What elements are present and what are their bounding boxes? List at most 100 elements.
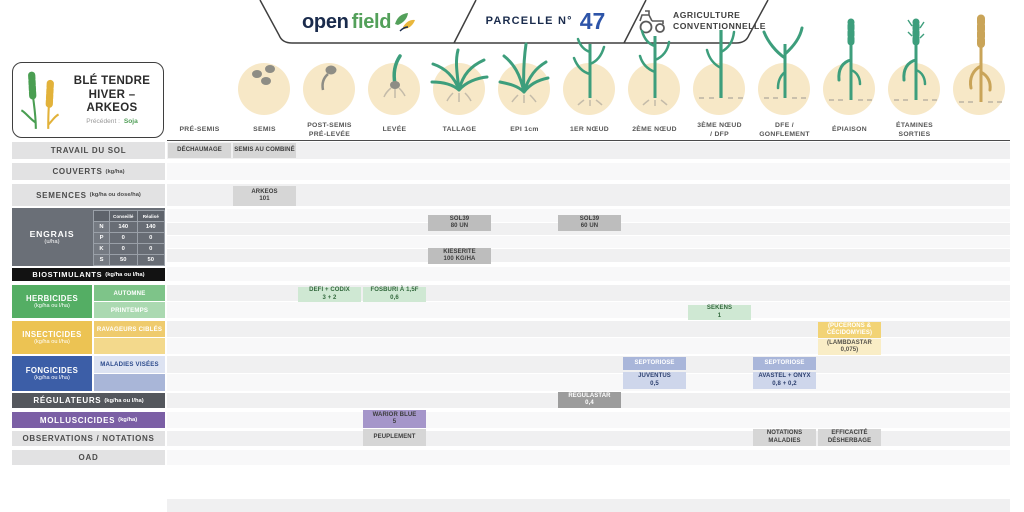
- grid-row-band: [167, 338, 1010, 354]
- operation-cell-herb1: DEFI + CODIX 3 + 2: [298, 287, 361, 302]
- stage-circle: [888, 63, 940, 115]
- row-label-biostimulants: BIOSTIMULANTS (kg/ha ou l/ha): [12, 268, 165, 281]
- growth-stage-epi1cm: EPI 1cm: [492, 18, 557, 140]
- grid-row-band: [167, 184, 1010, 206]
- grid-row-band: [167, 374, 1010, 391]
- grid-row-band: [167, 285, 1010, 301]
- row-label-insecticides: INSECTICIDES (kg/ha ou l/ha) RAVAGEURS C…: [12, 321, 165, 354]
- agriculture-badge: AGRICULTURE CONVENTIONNELLE: [634, 0, 769, 42]
- growth-stage-stem2: 2ÈME NŒUD: [622, 18, 687, 140]
- stage-label: ÉPIAISON: [832, 126, 867, 134]
- operation-cell-obs: PEUPLEMENT: [363, 429, 426, 446]
- mature-plant-icon: [959, 14, 1002, 103]
- sublabel-printemps: PRINTEMPS: [94, 302, 165, 318]
- grid-row-band: [167, 321, 1010, 337]
- growth-stage-seeds: SEMIS: [232, 18, 297, 140]
- operation-cell-herb1: FOSBURI À 1,5F 0,6: [363, 287, 426, 302]
- operation-cell-fong1: SEPTORIOSE: [623, 357, 686, 370]
- grid-row-band: [167, 302, 1010, 318]
- growth-stage-mature: [947, 14, 1012, 140]
- sublabel-automne: AUTOMNE: [94, 285, 165, 301]
- engrais-col-conseille: Conseillé: [110, 211, 137, 221]
- stage-circle: [953, 63, 1005, 115]
- growth-stage-germination: POST-SEMIS PRÉ-LEVÉE: [297, 18, 362, 140]
- openfield-logo: open field: [302, 8, 416, 36]
- stem3-plant-icon: [699, 30, 743, 99]
- operation-cell-travail: DÉCHAUMAGE: [168, 143, 231, 158]
- operation-cell-engrais_n: SOL39 60 UN: [558, 215, 621, 231]
- operation-cell-engrais_s: KIESERITE 100 KG/HA: [428, 248, 491, 264]
- grid-row-band: [167, 431, 1010, 446]
- growth-stage-sprout: LEVÉE: [362, 18, 427, 140]
- seeds-plant-icon: [252, 65, 275, 85]
- crop-card: BLÉ TENDRE HIVER – ARKEOS Précédent : So…: [12, 62, 164, 138]
- grid-row-band: [167, 450, 1010, 465]
- row-label-fongicides: FONGICIDES (kg/ha ou l/ha) MALADIES VISÉ…: [12, 356, 165, 391]
- stage-label: EPI 1cm: [510, 126, 539, 134]
- operation-cell-fong2: AVASTEL + ONYX 0,8 + 0,2: [753, 372, 816, 389]
- operation-cell-fong2: JUVENTUS 0,5: [623, 372, 686, 389]
- operation-cell-mollusc: WARIOR BLUE 5: [363, 410, 426, 428]
- growth-stage-flagleaf: DFE / GONFLEMENT: [752, 18, 817, 140]
- operation-cell-insect2: (LAMBDASTAR 0,075): [818, 339, 881, 355]
- row-label-regulateurs: RÉGULATEURS (kg/ha ou l/ha): [12, 393, 165, 408]
- operation-cell-obs: NOTATIONS MALADIES: [753, 429, 816, 446]
- growth-stage-tillering: TALLAGE: [427, 18, 492, 140]
- row-label-travail-du-sol: TRAVAIL DU SOL: [12, 142, 165, 159]
- logo-text-open: open: [302, 10, 349, 33]
- stage-circle: [238, 63, 290, 115]
- row-label-herbicides: HERBICIDES (kg/ha ou l/ha) AUTOMNE PRINT…: [12, 285, 165, 318]
- leaf-icon: [395, 13, 416, 32]
- stage-circle: [823, 63, 875, 115]
- previous-crop: Précédent : Soja: [86, 117, 138, 125]
- growth-stage-stem1: 1ER NŒUD: [557, 18, 622, 140]
- grid-row-band: [167, 249, 1010, 262]
- row-label-semences: SEMENCES (kg/ha ou dose/ha): [12, 184, 165, 206]
- grid-row-band: [167, 142, 1010, 159]
- operation-cell-insect1: (PUCERONS & CÉCIDOMYIES): [818, 322, 881, 338]
- stage-label: ÉTAMINES SORTIES: [895, 121, 933, 138]
- row-label-couverts: COUVERTS (kg/ha): [12, 163, 165, 180]
- parcelle-label: PARCELLE N°: [485, 15, 573, 27]
- growth-stage-stem3: 3ÈME NŒUD / DFP: [687, 18, 752, 140]
- stage-label: 3ÈME NŒUD / DFP: [697, 121, 742, 138]
- operation-cell-travail: SEMIS AU COMBINÉ: [233, 143, 296, 158]
- grid-row-band: [167, 267, 1010, 281]
- operation-cell-engrais_n: SOL39 80 UN: [428, 215, 491, 231]
- engrais-col-realise: Réalisé: [137, 211, 164, 221]
- epi1cm-plant-icon: [498, 42, 550, 103]
- wheat-icon: [20, 71, 60, 129]
- stage-label: PRÉ-SEMIS: [179, 126, 220, 134]
- agriculture-label: AGRICULTURE CONVENTIONNELLE: [673, 9, 766, 31]
- row-label-oad: OAD: [12, 450, 165, 465]
- stage-label: LEVÉE: [382, 126, 407, 134]
- logo-text-field: field: [351, 10, 392, 33]
- tractor-icon: [639, 10, 665, 34]
- sprout-plant-icon: [383, 54, 406, 98]
- header-banner-outline: [259, 0, 769, 44]
- grid-row-band: [167, 236, 1010, 248]
- grid-row-band: [167, 499, 1010, 512]
- grid-row-band: [167, 412, 1010, 428]
- stage-label: TALLAGE: [442, 126, 477, 134]
- operation-cell-semences: ARKEOS 101: [233, 186, 296, 206]
- operation-cell-obs: EFFICACITÉ DÉSHERBAGE: [818, 429, 881, 446]
- stem2-plant-icon: [638, 29, 671, 106]
- sublabel-maladies-visees: MALADIES VISÉES: [94, 356, 165, 373]
- growth-stage-heading: ÉPIAISON: [817, 18, 882, 140]
- parcelle-badge: PARCELLE N° 47: [468, 0, 623, 42]
- heading-plant-icon: [829, 18, 872, 101]
- flagleaf-plant-icon: [762, 26, 806, 99]
- grid-row-band: [167, 163, 1010, 180]
- stage-label: [942, 118, 1017, 142]
- germination-plant-icon: [321, 65, 337, 91]
- stage-label: 2ÈME NŒUD: [632, 126, 677, 134]
- growth-stage-presemis: PRÉ-SEMIS: [167, 18, 232, 140]
- operation-cell-regul: REGULASTAR 0,4: [558, 392, 621, 408]
- stage-label: POST-SEMIS PRÉ-LEVÉE: [307, 121, 352, 138]
- crop-title: BLÉ TENDRE HIVER – ARKEOS: [73, 75, 151, 115]
- sublabel-ravageurs-cibles: RAVAGEURS CIBLÉS: [94, 321, 165, 337]
- stage-label: 1ER NŒUD: [569, 126, 610, 134]
- stage-label: DFE / GONFLEMENT: [759, 121, 810, 138]
